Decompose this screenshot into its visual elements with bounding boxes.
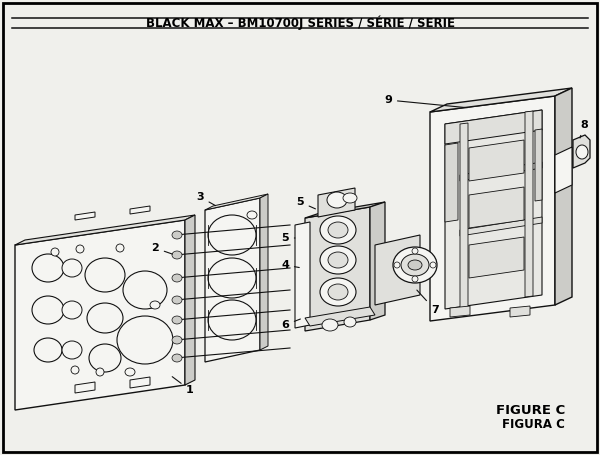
Polygon shape [555,88,572,305]
Ellipse shape [172,231,182,239]
Ellipse shape [172,336,182,344]
Ellipse shape [34,338,62,362]
Polygon shape [130,206,150,214]
Ellipse shape [344,317,356,327]
Polygon shape [430,96,555,321]
Polygon shape [445,110,542,144]
Ellipse shape [71,366,79,374]
Ellipse shape [123,271,167,309]
Polygon shape [370,202,385,320]
Ellipse shape [51,248,59,256]
Text: 6: 6 [281,319,301,330]
Polygon shape [469,187,524,228]
Ellipse shape [150,301,160,309]
Polygon shape [305,307,375,326]
Polygon shape [205,194,268,210]
Text: 3: 3 [196,192,215,206]
Ellipse shape [320,246,356,274]
Polygon shape [469,140,524,181]
Ellipse shape [208,258,256,298]
Polygon shape [295,222,310,328]
Ellipse shape [116,244,124,252]
Polygon shape [469,237,524,278]
Ellipse shape [343,193,357,203]
Ellipse shape [87,303,123,333]
Polygon shape [445,143,458,222]
Ellipse shape [172,296,182,304]
Text: 2: 2 [151,243,172,254]
Polygon shape [555,147,572,193]
Ellipse shape [208,300,256,340]
Text: 4: 4 [281,260,299,270]
Polygon shape [573,135,590,168]
Polygon shape [75,212,95,220]
Polygon shape [75,382,95,393]
Ellipse shape [328,222,348,238]
Ellipse shape [412,276,418,282]
Polygon shape [445,110,542,309]
Polygon shape [510,306,530,317]
Polygon shape [260,194,268,350]
Polygon shape [450,306,470,317]
Ellipse shape [328,284,348,300]
Ellipse shape [320,216,356,244]
Ellipse shape [393,247,437,283]
Ellipse shape [76,245,84,253]
Polygon shape [15,220,185,410]
Polygon shape [185,215,195,385]
Text: FIGURA C: FIGURA C [502,419,565,431]
Ellipse shape [328,252,348,268]
Text: 1: 1 [172,377,194,395]
Polygon shape [318,188,355,217]
Polygon shape [430,88,572,112]
Ellipse shape [401,254,429,276]
Text: 7: 7 [417,290,439,315]
Ellipse shape [247,211,257,219]
Polygon shape [130,377,150,388]
Text: 5: 5 [296,197,316,209]
Polygon shape [305,207,370,331]
Ellipse shape [208,215,256,255]
Polygon shape [375,235,420,305]
Ellipse shape [576,145,588,159]
Ellipse shape [96,368,104,376]
Polygon shape [305,202,385,218]
Text: 5: 5 [281,233,295,243]
Ellipse shape [32,254,64,282]
Text: 9: 9 [384,95,467,108]
Polygon shape [205,198,260,362]
Polygon shape [535,129,542,201]
Ellipse shape [327,192,347,208]
Ellipse shape [89,344,121,372]
Ellipse shape [32,296,64,324]
Ellipse shape [430,262,436,268]
Ellipse shape [408,260,422,270]
Ellipse shape [62,341,82,359]
Text: FIGURE C: FIGURE C [496,404,565,416]
Ellipse shape [172,316,182,324]
Ellipse shape [172,354,182,362]
Ellipse shape [172,251,182,259]
Polygon shape [15,215,195,245]
Polygon shape [460,162,542,181]
Ellipse shape [412,248,418,254]
Ellipse shape [85,258,125,292]
Ellipse shape [394,262,400,268]
Ellipse shape [62,259,82,277]
Ellipse shape [322,319,338,331]
Ellipse shape [117,316,173,364]
Text: BLACK MAX – BM10700J SERIES / SÉRIE / SERIE: BLACK MAX – BM10700J SERIES / SÉRIE / SE… [146,16,455,30]
Polygon shape [460,217,542,236]
Ellipse shape [62,301,82,319]
Ellipse shape [125,368,135,376]
Polygon shape [525,111,533,297]
Ellipse shape [172,274,182,282]
Text: 8: 8 [580,120,588,138]
Polygon shape [460,123,468,310]
Ellipse shape [320,278,356,306]
